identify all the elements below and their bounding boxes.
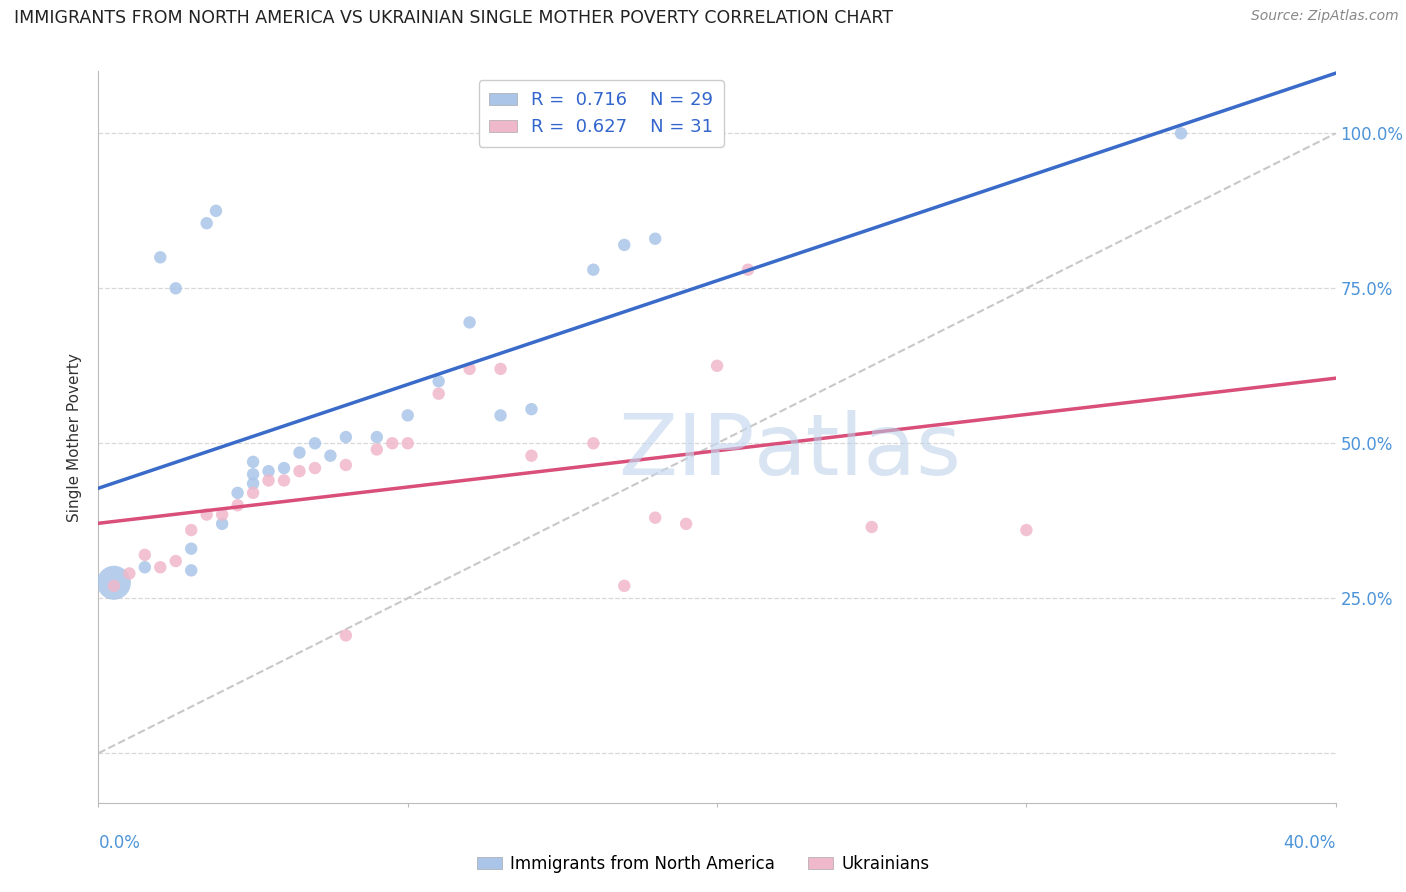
Point xyxy=(242,476,264,491)
Point xyxy=(304,461,326,475)
Point xyxy=(304,436,326,450)
Point xyxy=(366,442,388,457)
Point xyxy=(242,467,264,482)
Point xyxy=(520,449,543,463)
Point xyxy=(195,216,218,230)
Point xyxy=(396,409,419,423)
Point xyxy=(396,436,419,450)
Point xyxy=(644,510,666,524)
Point xyxy=(226,498,249,512)
Point xyxy=(613,579,636,593)
Point xyxy=(427,386,450,401)
Point xyxy=(149,250,172,264)
Legend: R =  0.716    N = 29, R =  0.627    N = 31: R = 0.716 N = 29, R = 0.627 N = 31 xyxy=(478,80,724,147)
Text: 0.0%: 0.0% xyxy=(98,834,141,852)
Point xyxy=(211,516,233,531)
Point xyxy=(103,575,125,590)
Point xyxy=(458,362,481,376)
Point xyxy=(165,281,187,295)
Point xyxy=(675,516,697,531)
Point xyxy=(242,455,264,469)
Point xyxy=(613,238,636,252)
Point xyxy=(520,402,543,417)
Point xyxy=(489,362,512,376)
Text: Source: ZipAtlas.com: Source: ZipAtlas.com xyxy=(1251,9,1399,23)
Point xyxy=(427,374,450,388)
Text: atlas: atlas xyxy=(754,410,962,493)
Point xyxy=(205,203,228,218)
Point xyxy=(180,563,202,577)
Point xyxy=(134,560,156,574)
Point xyxy=(644,232,666,246)
Point xyxy=(582,262,605,277)
Point xyxy=(273,474,295,488)
Point xyxy=(288,464,311,478)
Point xyxy=(1170,126,1192,140)
Point xyxy=(458,315,481,329)
Point xyxy=(118,566,141,581)
Point xyxy=(226,486,249,500)
Legend: Immigrants from North America, Ukrainians: Immigrants from North America, Ukrainian… xyxy=(470,848,936,880)
Point xyxy=(103,579,125,593)
Point xyxy=(1015,523,1038,537)
Point xyxy=(319,449,342,463)
Point xyxy=(860,520,883,534)
Point xyxy=(242,486,264,500)
Point xyxy=(737,262,759,277)
Point xyxy=(335,430,357,444)
Point xyxy=(211,508,233,522)
Point xyxy=(706,359,728,373)
Point xyxy=(180,541,202,556)
Point xyxy=(134,548,156,562)
Point xyxy=(257,474,280,488)
Point xyxy=(366,430,388,444)
Point xyxy=(273,461,295,475)
Point xyxy=(288,445,311,459)
Point xyxy=(257,464,280,478)
Point xyxy=(180,523,202,537)
Point xyxy=(489,409,512,423)
Point xyxy=(195,508,218,522)
Text: IMMIGRANTS FROM NORTH AMERICA VS UKRAINIAN SINGLE MOTHER POVERTY CORRELATION CHA: IMMIGRANTS FROM NORTH AMERICA VS UKRAINI… xyxy=(14,9,893,27)
Point xyxy=(335,628,357,642)
Point xyxy=(582,436,605,450)
Text: ZIP: ZIP xyxy=(617,410,754,493)
Point xyxy=(381,436,404,450)
Y-axis label: Single Mother Poverty: Single Mother Poverty xyxy=(67,352,83,522)
Point xyxy=(335,458,357,472)
Text: 40.0%: 40.0% xyxy=(1284,834,1336,852)
Point xyxy=(165,554,187,568)
Point xyxy=(149,560,172,574)
